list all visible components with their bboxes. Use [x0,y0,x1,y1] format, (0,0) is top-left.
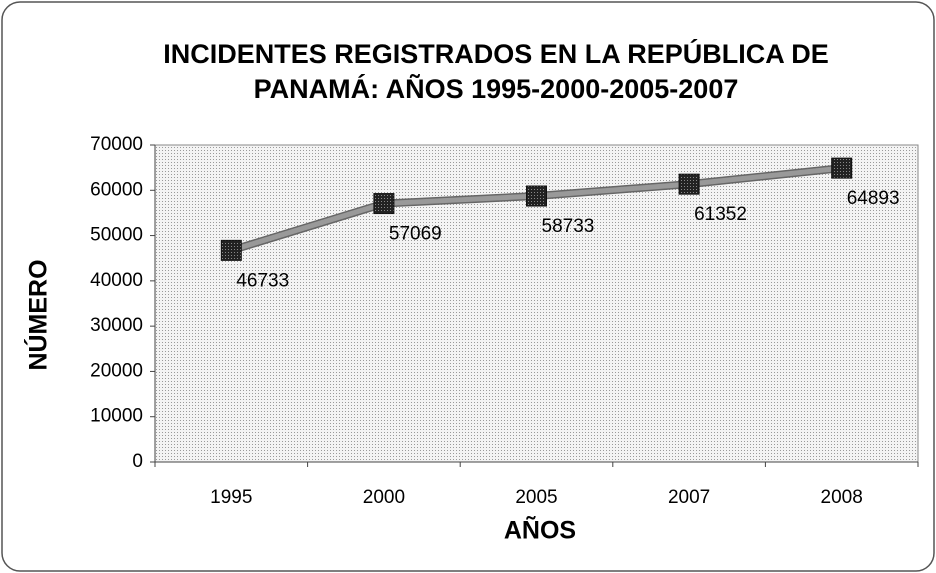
chart-title: INCIDENTES REGISTRADOS EN LA REPÚBLICA D… [163,38,829,69]
y-tick-label: 0 [132,451,143,472]
y-tick-label: 60000 [90,179,143,200]
y-tick-label: 50000 [90,225,143,246]
x-tick-label: 2005 [515,487,557,508]
x-tick-label: 2008 [821,487,863,508]
data-label: 61352 [694,204,747,225]
data-label: 64893 [847,188,900,209]
x-axis-title: AÑOS [504,515,576,545]
data-label: 57069 [389,224,442,245]
y-tick-label: 10000 [90,406,143,427]
marker [373,193,395,215]
y-tick-label: 70000 [90,134,143,155]
x-tick-label: 2000 [363,487,405,508]
chart-title: PANAMÁ: AÑOS 1995-2000-2005-2007 [254,73,739,104]
marker [831,157,853,179]
y-axis-title: NÚMERO [23,259,53,370]
marker [526,185,547,207]
y-tick-label: 40000 [90,270,143,291]
x-tick-label: 1995 [210,487,252,508]
x-tick-label: 2007 [668,487,710,508]
y-tick-label: 30000 [90,315,143,336]
marker [678,173,700,195]
data-label: 58733 [542,216,595,237]
y-tick-label: 20000 [90,360,143,381]
marker [220,239,242,261]
data-label: 46733 [236,270,289,291]
